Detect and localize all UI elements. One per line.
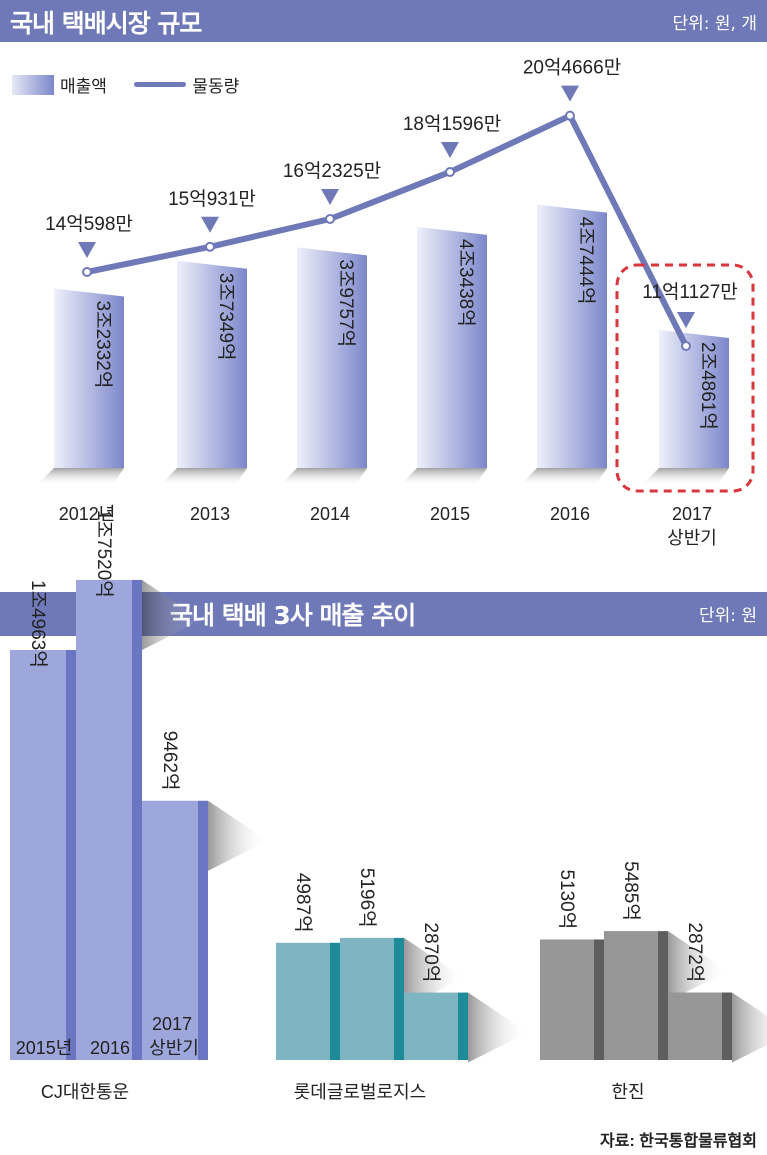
company-value-label: 2872억	[684, 923, 706, 983]
company-bar-side	[722, 992, 732, 1060]
volume-point	[681, 341, 691, 351]
period-label: 상반기	[149, 1038, 199, 1058]
revenue-value-label: 4조7444억	[575, 217, 597, 305]
period-label: 2015년	[16, 1038, 73, 1058]
company-bar	[276, 942, 330, 1060]
company-bar-side	[66, 650, 76, 1060]
company-bar-side	[658, 931, 668, 1060]
revenue-bar	[537, 204, 607, 469]
revenue-bar	[659, 330, 729, 468]
revenue-bar	[297, 247, 367, 468]
company-bar-side	[132, 579, 142, 1060]
company-value-label: 9462억	[159, 731, 181, 791]
company-bar-shadow	[468, 992, 528, 1063]
period-label: 2016	[90, 1038, 130, 1058]
volume-marker	[321, 188, 339, 205]
company-bar	[604, 931, 658, 1060]
volume-marker	[677, 312, 695, 328]
x-tick-label: 2015	[430, 504, 470, 524]
period-label: 2017	[152, 1014, 192, 1034]
legend-label-revenue: 매출액	[60, 77, 107, 97]
company-bar-side	[458, 992, 468, 1060]
revenue-value-label: 4조3438억	[455, 239, 477, 327]
revenue-value-label: 3조2332억	[92, 301, 114, 389]
volume-marker	[78, 242, 96, 258]
volume-point	[325, 213, 335, 224]
revenue-bar-shadow	[36, 468, 124, 486]
company-bar-shadow	[404, 937, 464, 1008]
company-bar-shadow	[732, 992, 767, 1063]
volume-value-label: 18억1596만	[403, 113, 501, 135]
company-name-label: 롯데글로벌로지스	[294, 1082, 426, 1102]
x-tick-label: 2016	[550, 504, 590, 524]
x-tick-label: 2017	[672, 504, 712, 524]
company-bar	[404, 992, 458, 1060]
chart2-title: 국내 택배 3사 매출 추이	[170, 601, 416, 630]
company-bar-side	[198, 800, 208, 1060]
company-value-label: 5196억	[356, 868, 378, 928]
volume-marker	[561, 85, 579, 102]
volume-value-label: 16억2325만	[283, 160, 381, 182]
legend-swatch-volume	[134, 82, 187, 87]
volume-point	[82, 267, 92, 277]
company-value-label: 1조4963억	[27, 580, 49, 668]
x-tick-label: 2014	[310, 504, 350, 524]
revenue-value-label: 3조7349억	[215, 273, 237, 361]
volume-marker	[441, 141, 459, 158]
company-bar-side	[594, 939, 604, 1060]
chart1-unit: 단위: 원, 개	[672, 14, 758, 34]
company-bar	[10, 650, 66, 1060]
volume-marker	[201, 216, 219, 233]
revenue-bar-shadow	[399, 468, 487, 486]
company-bar-side	[330, 942, 340, 1060]
company-bar	[668, 992, 722, 1060]
company-name-label: CJ대한통운	[41, 1082, 129, 1102]
company-value-label: 2870억	[420, 923, 442, 983]
revenue-value-label: 2조4861억	[697, 342, 719, 430]
chart1-legend: 매출액 물동량	[12, 72, 239, 97]
revenue-bar-shadow	[641, 468, 729, 486]
company-bar-shadow	[208, 800, 268, 871]
legend-label-volume: 물동량	[192, 77, 240, 97]
revenue-bar	[54, 288, 124, 468]
x-tick-label: 상반기	[667, 528, 717, 548]
revenue-value-label: 3조9757억	[335, 259, 357, 347]
source-note: 자료: 한국통합물류협회	[600, 1133, 757, 1150]
chart1-title: 국내 택배시장 규모	[10, 9, 202, 38]
revenue-bar-shadow	[279, 468, 367, 486]
company-bar-shadow	[142, 579, 202, 650]
volume-point	[565, 110, 575, 121]
volume-line	[86, 112, 689, 348]
company-value-label: 4987억	[292, 873, 314, 933]
volume-value-label: 15억931만	[168, 188, 256, 210]
company-value-label: 5485억	[620, 861, 642, 921]
volume-point	[205, 241, 215, 252]
revenue-bar	[177, 260, 247, 468]
company-bar	[340, 937, 394, 1060]
x-tick-label: 2013	[190, 504, 230, 524]
revenue-bar-shadow	[519, 468, 607, 486]
company-bar-side	[394, 937, 404, 1060]
company-value-label: 1조7520억	[93, 510, 115, 598]
legend-swatch-revenue	[12, 74, 54, 95]
revenue-bar-shadow	[159, 468, 247, 486]
chart1-header: 국내 택배시장 규모 단위: 원, 개	[0, 0, 767, 42]
company-bar	[540, 939, 594, 1060]
company-name-label: 한진	[611, 1082, 644, 1102]
chart2-unit: 단위: 원	[698, 606, 757, 626]
volume-value-label: 14억598만	[45, 213, 133, 235]
company-value-label: 5130억	[556, 869, 578, 929]
volume-value-label: 11억1127만	[642, 281, 738, 303]
volume-point	[445, 166, 455, 177]
company-bar	[76, 579, 132, 1060]
company-bar	[142, 800, 198, 1060]
volume-value-label: 20억4666만	[523, 57, 621, 79]
revenue-bar	[417, 226, 487, 468]
company-bar-shadow	[668, 931, 728, 1002]
x-tick-label: 2012년	[59, 504, 116, 524]
highlight-box	[615, 263, 755, 493]
